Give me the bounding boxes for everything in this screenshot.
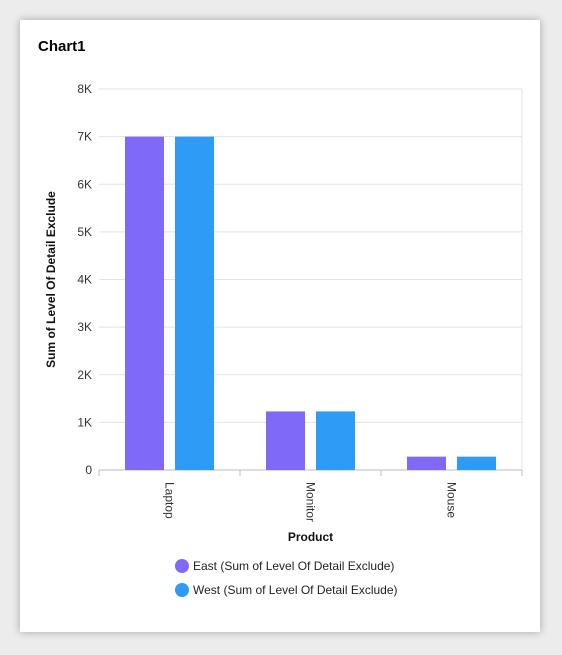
- bar-laptop-1: [125, 136, 164, 470]
- x-tick-label: Laptop: [163, 482, 177, 519]
- y-tick-label: 3K: [77, 320, 92, 334]
- y-tick-label: 2K: [77, 368, 92, 382]
- y-tick-label: 0: [85, 463, 92, 477]
- chart-legend: East (Sum of Level Of Detail Exclude) Wes…: [175, 555, 398, 603]
- bar-mouse-2: [457, 456, 496, 470]
- y-tick-label: 8K: [77, 82, 92, 96]
- bar-monitor-1: [266, 411, 305, 470]
- chart-svg: 0 1K 2K 3K 4K 5K 6K 7K 8K Laptop Monitor Mouse Produ…: [44, 82, 523, 544]
- x-tick-label: Mouse: [445, 482, 459, 518]
- bar-monitor-2: [316, 411, 355, 470]
- y-tick-label: 4K: [77, 273, 92, 287]
- y-axis-title: Sum of Level Of Detail Exclude: [44, 191, 58, 368]
- x-tick-label: Monitor: [304, 482, 318, 522]
- legend-item-2[interactable]: West (Sum of Level Of Detail Exclude): [175, 579, 398, 601]
- y-tick-label: 7K: [77, 130, 92, 144]
- x-axis-title: Product: [288, 530, 333, 544]
- chart-title: Chart1: [38, 38, 86, 55]
- bar-mouse-1: [407, 456, 446, 470]
- chart-card: Chart1 0 1K 2K 3K 4K 5K 6K 7K 8K Laptop Monitor Mou…: [20, 20, 540, 632]
- y-tick-label: 5K: [77, 225, 92, 239]
- legend-label: East (Sum of Level Of Detail Exclude): [193, 559, 395, 573]
- legend-swatch: [175, 583, 189, 597]
- legend-label: West (Sum of Level Of Detail Exclude): [193, 583, 398, 597]
- legend-item-1[interactable]: East (Sum of Level Of Detail Exclude): [175, 555, 398, 577]
- bar-laptop-2: [175, 136, 214, 470]
- y-tick-label: 1K: [77, 415, 92, 429]
- legend-swatch: [175, 559, 189, 573]
- y-tick-label: 6K: [77, 177, 92, 191]
